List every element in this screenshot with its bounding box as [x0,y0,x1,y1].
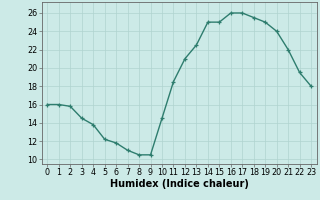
X-axis label: Humidex (Indice chaleur): Humidex (Indice chaleur) [110,179,249,189]
